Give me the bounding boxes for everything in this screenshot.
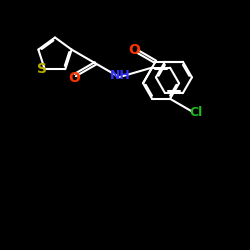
Text: O: O [68,70,80,85]
Text: Cl: Cl [189,106,202,119]
Text: NH: NH [110,69,131,82]
Text: S: S [37,62,47,76]
Text: O: O [129,43,140,57]
